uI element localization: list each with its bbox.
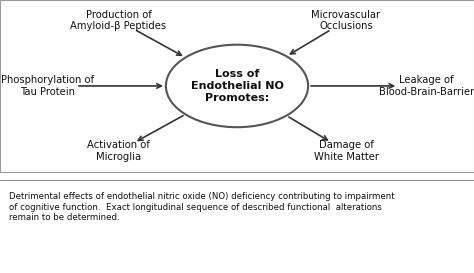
Text: Microvascular
Occlusions: Microvascular Occlusions [311, 10, 381, 31]
Text: Activation of
Microglia: Activation of Microglia [87, 141, 150, 162]
Text: Production of
Amyloid-β Peptides: Production of Amyloid-β Peptides [71, 10, 166, 31]
Text: Detrimental effects of endothelial nitric oxide (NO) deficiency contributing to : Detrimental effects of endothelial nitri… [9, 192, 395, 222]
Text: Loss of
Endothelial NO
Promotes:: Loss of Endothelial NO Promotes: [191, 69, 283, 103]
Text: Leakage of
Blood-Brain-Barrier: Leakage of Blood-Brain-Barrier [379, 75, 474, 97]
Text: Phosphorylation of
Tau Protein: Phosphorylation of Tau Protein [1, 75, 94, 97]
Text: Damage of
White Matter: Damage of White Matter [313, 141, 379, 162]
Ellipse shape [166, 45, 308, 127]
